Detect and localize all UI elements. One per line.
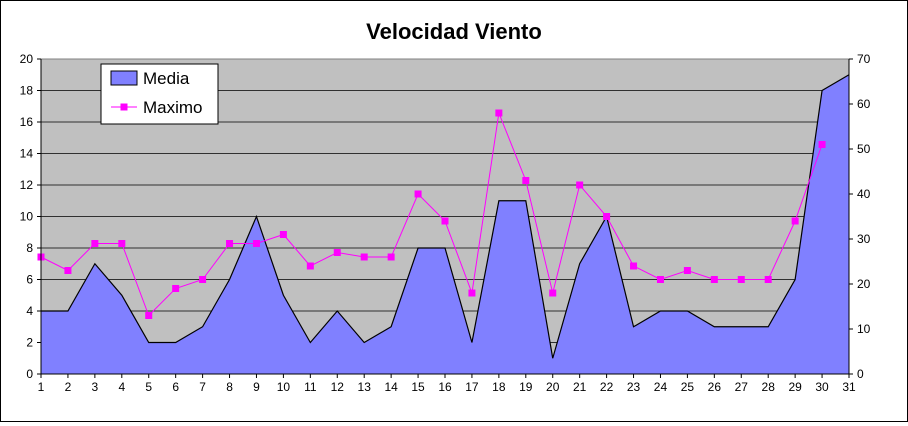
left-tick-label-4: 4 [26,304,33,318]
x-tick-label-13: 13 [358,380,372,394]
right-tick-label-20: 20 [857,277,871,291]
maximo-point-19 [522,177,530,184]
x-tick-label-4: 4 [118,380,125,394]
maximo-line-layer [37,109,826,319]
x-tick-label-12: 12 [331,380,345,394]
maximo-point-22 [603,213,611,220]
maximo-point-12 [333,249,341,256]
x-tick-label-27: 27 [735,380,749,394]
maximo-point-9 [252,240,260,247]
x-tick-label-14: 14 [384,380,398,394]
x-tick-label-9: 9 [253,380,260,394]
media-area [41,74,849,374]
x-tick-label-22: 22 [600,380,614,394]
left-tick-label-6: 6 [26,273,33,287]
x-tick-label-21: 21 [573,380,587,394]
maximo-point-21 [576,181,584,189]
maximo-point-8 [226,240,234,247]
x-tick-label-11: 11 [304,380,317,394]
maximo-point-23 [630,262,638,270]
maximo-point-4 [118,240,126,247]
right-tick-label-70: 70 [857,52,871,66]
maximo-point-13 [360,253,368,261]
maximo-point-20 [549,289,557,297]
x-tick-label-26: 26 [708,380,722,394]
maximo-line [40,111,823,317]
maximo-point-7 [199,276,207,283]
legend-maximo-label: Maximo [143,98,203,117]
maximo-point-29 [791,217,799,225]
left-tick-label-12: 12 [20,178,34,192]
chart-title: Velocidad Viento [366,19,542,44]
x-tick-label-23: 23 [627,380,641,394]
right-tick-label-0: 0 [857,367,864,381]
maximo-point-14 [387,253,395,261]
left-tick-label-10: 10 [20,210,34,224]
left-tick-label-18: 18 [20,84,34,98]
left-tick-label-20: 20 [20,52,34,66]
x-tick-label-5: 5 [145,380,152,394]
right-tick-label-50: 50 [857,142,871,156]
left-tick-label-2: 2 [26,336,33,350]
maximo-point-2 [64,267,72,274]
x-tick-label-28: 28 [762,380,776,394]
x-tick-label-16: 16 [438,380,452,394]
left-tick-label-8: 8 [26,241,33,255]
maximo-point-16 [441,217,449,225]
x-tick-label-15: 15 [411,380,425,394]
legend-media-swatch [110,70,138,86]
x-tick-label-29: 29 [788,380,802,394]
x-tick-label-24: 24 [654,380,668,394]
media-outline [41,74,850,359]
x-tick-label-20: 20 [546,380,560,394]
x-tick-label-25: 25 [681,380,695,394]
maximo-point-10 [279,231,287,238]
legend: Media Maximo [100,63,219,125]
x-tick-label-6: 6 [172,380,179,394]
maximo-point-25 [683,267,691,274]
maximo-point-27 [737,276,745,283]
x-tick-label-8: 8 [226,380,233,394]
maximo-point-3 [91,240,99,247]
maximo-point-5 [145,312,153,319]
x-tick-label-30: 30 [815,380,829,394]
maximo-point-17 [468,289,476,297]
x-tick-label-7: 7 [199,380,206,394]
maximo-point-18 [495,109,503,117]
right-tick-label-10: 10 [857,322,871,336]
legend-maximo-marker [120,103,128,111]
x-tick-label-18: 18 [492,380,506,394]
x-tick-label-2: 2 [65,380,72,394]
right-tick-label-40: 40 [857,187,871,201]
x-tick-label-17: 17 [465,380,479,394]
maximo-point-26 [710,276,718,283]
right-tick-label-30: 30 [857,232,871,246]
maximo-point-11 [306,262,314,270]
x-tick-label-19: 19 [519,380,533,394]
maximo-point-15 [414,190,422,198]
x-tick-label-1: 1 [38,380,45,394]
maximo-point-6 [172,285,180,292]
right-tick-label-60: 60 [857,97,871,111]
maximo-point-30 [818,141,826,148]
x-tick-label-10: 10 [277,380,291,394]
maximo-point-28 [764,276,772,283]
left-tick-label-16: 16 [20,115,34,129]
left-tick-label-0: 0 [26,367,33,381]
maximo-point-24 [656,276,664,283]
media-area-layer [41,74,850,374]
left-tick-label-14: 14 [20,147,34,161]
x-tick-label-3: 3 [92,380,99,394]
legend-media-label: Media [143,69,190,88]
x-tick-label-31: 31 [842,380,856,394]
